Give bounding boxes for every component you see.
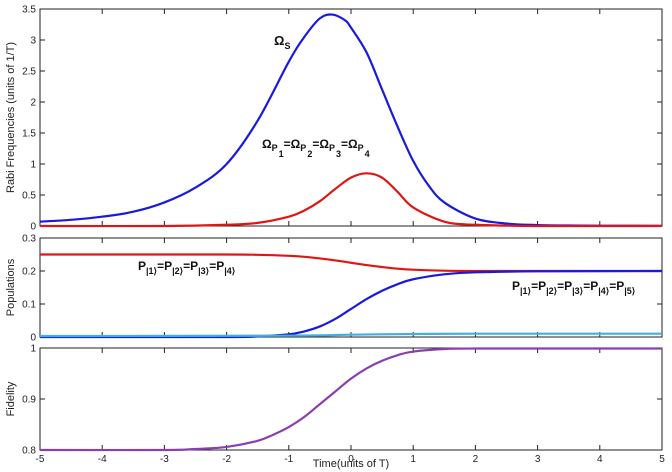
annotation-populations-right: P|1⟩=P|2⟩=P|3⟩=P|4⟩=P|5⟩	[512, 279, 635, 296]
y-tick-label: 0.1	[22, 300, 36, 311]
y-tick-label: 0.8	[22, 446, 36, 457]
ket-subscript: |1⟩	[520, 286, 531, 296]
y-tick-label: 0.2	[22, 267, 36, 278]
series-lines	[39, 253, 663, 339]
panel-populations: 0 0.1 0.2 0.3 Populations P|1⟩=P|2⟩=P|3⟩=P|…	[5, 234, 663, 344]
ket-subscript: |3⟩	[572, 286, 583, 296]
y-axis-label: Rabi Frequencies (units of 1/T)	[5, 42, 17, 193]
panel-frame	[39, 8, 663, 227]
ket-subscript: |2⟩	[546, 286, 557, 296]
x-tick-label: 4	[597, 454, 603, 465]
x-tick-label: 0	[348, 454, 354, 465]
x-tick-label: -5	[36, 454, 45, 465]
x-tick-label: -1	[284, 454, 293, 465]
y-tick-label: 0.5	[22, 191, 36, 202]
series-lines	[39, 347, 662, 452]
annotation-omega-p: ΩP1=ΩP2=ΩP3=ΩP4	[262, 137, 370, 159]
y-tick-label: 0	[30, 222, 36, 233]
annotation-populations-left: P|1⟩=P|2⟩=P|3⟩=P|4⟩	[138, 259, 235, 276]
x-tick-label: -4	[98, 454, 107, 465]
y-tick-label: 2.5	[22, 67, 36, 78]
y-tick-label: 2	[30, 98, 36, 109]
ket-subscript: |1⟩	[146, 266, 157, 276]
series-line-0-1	[39, 172, 663, 228]
y-tick-label: 0	[30, 333, 36, 344]
panel-frame	[39, 347, 663, 451]
series-lines	[39, 13, 663, 228]
ket-subscript: |2⟩	[172, 266, 183, 276]
series-line-0-0	[39, 13, 663, 227]
ket-subscript: |4⟩	[598, 286, 609, 296]
series-line-1-2	[39, 332, 663, 338]
x-axis-label: Time(units of T)	[313, 458, 389, 470]
y-tick-label: 0.3	[22, 234, 36, 245]
panel-rabi-frequencies: 0 0.5 1 1.5 2 2.5 3 3.5 Rabi Frequencies (units…	[5, 5, 663, 233]
x-tick-label: 2	[473, 454, 479, 465]
y-ticks: 0 0.5 1 1.5 2 2.5 3 3.5	[22, 5, 662, 233]
y-axis-label: Fidelity	[5, 381, 17, 416]
annotation-omega-s: ΩS	[274, 33, 290, 51]
y-axis-label: Populations	[5, 258, 17, 316]
ket-subscript: |5⟩	[624, 286, 635, 296]
x-tick-label: -2	[222, 454, 231, 465]
y-tick-label: 0.9	[22, 395, 36, 406]
y-ticks: 0.8 0.9 1	[22, 344, 662, 457]
y-tick-label: 1.5	[22, 129, 36, 140]
x-ticks: -5 -4 -3 -2 -1 0 1 2 3 4 5	[36, 348, 665, 465]
panel-fidelity: 0.8 0.9 1 -5 -4 -3 -2 -1 0 1 2 3 4 5 Fidelity Time(u…	[5, 344, 665, 471]
x-tick-label: -3	[160, 454, 169, 465]
y-tick-label: 1	[30, 160, 36, 171]
y-tick-label: 3.5	[22, 5, 36, 16]
x-tick-marks	[39, 9, 663, 226]
series-line-1-0	[39, 253, 662, 273]
x-tick-label: 1	[410, 454, 416, 465]
series-line-2-0	[39, 347, 662, 452]
y-tick-label: 1	[30, 344, 36, 355]
x-tick-label: 5	[659, 454, 665, 465]
ket-subscript: |3⟩	[198, 266, 209, 276]
x-tick-label: 3	[535, 454, 541, 465]
ket-subscript: |4⟩	[224, 266, 235, 276]
y-tick-label: 3	[30, 36, 36, 47]
